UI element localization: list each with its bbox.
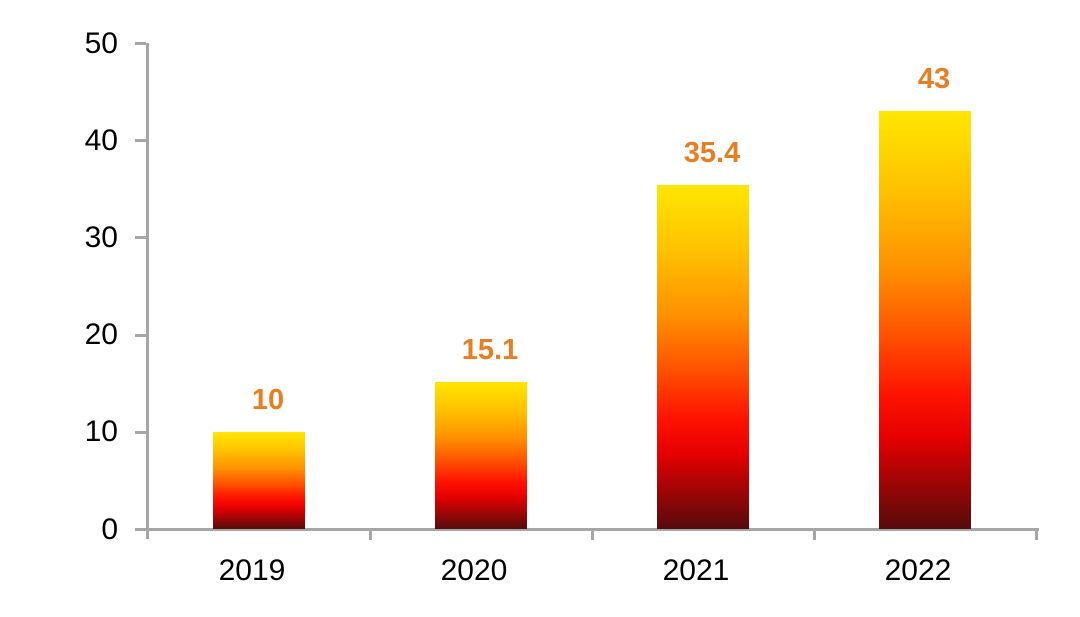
y-tick-label: 50	[84, 26, 118, 60]
y-tick	[135, 528, 146, 531]
x-tick	[1034, 528, 1038, 540]
x-tick-label: 2020	[440, 554, 508, 587]
bar-value-label: 35.4	[683, 136, 741, 169]
y-tick-label: 20	[84, 318, 118, 352]
y-axis-line	[146, 43, 149, 539]
y-tick	[135, 42, 146, 45]
bar-value-label: 43	[917, 63, 951, 96]
y-tick	[135, 139, 146, 143]
y-tick	[135, 430, 146, 434]
x-tick	[590, 528, 594, 540]
y-tick-label: 10	[84, 415, 118, 449]
bar-2020	[435, 382, 527, 529]
bar-2019	[213, 431, 305, 529]
x-tick-label: 2019	[218, 554, 286, 587]
bar-2022	[879, 111, 971, 529]
bar-value-label: 15.1	[461, 334, 519, 367]
y-tick-label: 40	[84, 123, 118, 157]
bar-2021	[657, 184, 749, 529]
y-tick-label: 0	[101, 512, 118, 546]
y-tick-label: 30	[84, 220, 118, 254]
x-tick-label: 2021	[662, 554, 730, 587]
x-tick	[368, 528, 372, 540]
x-tick-label: 2022	[884, 554, 952, 587]
x-tick	[812, 528, 816, 540]
y-tick	[135, 333, 146, 337]
bar-value-label: 10	[251, 383, 285, 416]
y-tick	[135, 236, 146, 240]
